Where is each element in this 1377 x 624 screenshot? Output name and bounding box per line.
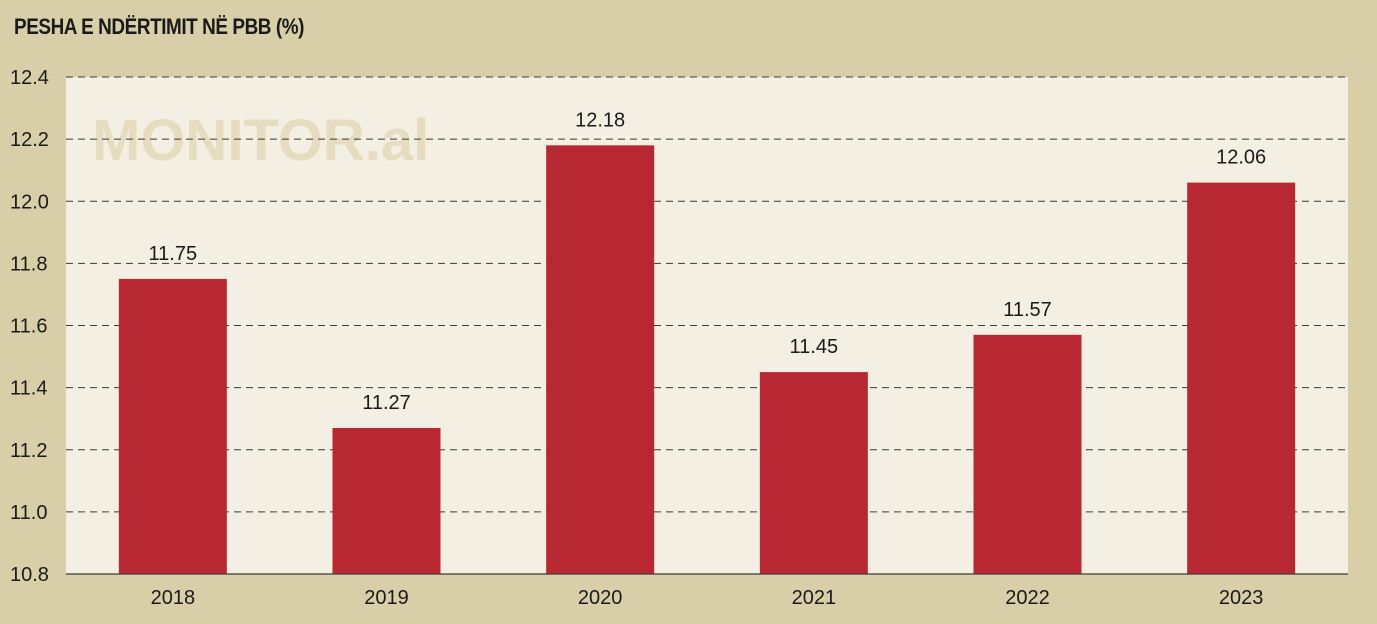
chart-title: PESHA E NDËRTIMIT NË PBB (%) — [14, 14, 305, 39]
y-tick-label: 10.8 — [10, 564, 49, 586]
bar-2019 — [332, 428, 441, 574]
y-tick-label: 11.8 — [10, 253, 47, 275]
data-labels: 11.75 11.27 12.18 11.45 11.57 12.06 — [149, 109, 1267, 414]
gridlines — [66, 76, 1348, 513]
y-axis: 10.8 11.0 11.2 11.4 11.6 11.8 12.0 12.2 12.4 — [10, 67, 49, 586]
y-tick-label: 11.4 — [10, 378, 47, 400]
y-tick-label: 11.0 — [10, 502, 47, 524]
data-label: 11.27 — [362, 392, 411, 414]
x-tick-label: 2018 — [151, 587, 196, 609]
bar-2021 — [759, 372, 868, 574]
y-tick-label: 11.2 — [10, 440, 47, 462]
x-axis: 2018 2019 2020 2021 2022 2023 — [66, 573, 1348, 609]
x-tick-label: 2021 — [792, 587, 837, 609]
data-label: 11.45 — [790, 336, 839, 358]
y-tick-label: 12.0 — [10, 191, 49, 213]
data-label: 12.06 — [1216, 147, 1266, 169]
x-tick-label: 2019 — [364, 587, 409, 609]
bars — [118, 145, 1296, 575]
bar-2018 — [118, 278, 227, 574]
data-label: 11.75 — [149, 243, 198, 265]
data-label: 12.18 — [575, 109, 625, 131]
x-tick-label: 2020 — [578, 587, 623, 609]
x-tick-label: 2023 — [1219, 587, 1264, 609]
y-tick-label: 12.4 — [10, 67, 49, 89]
bar-2022 — [973, 334, 1082, 574]
x-tick-label: 2022 — [1005, 587, 1050, 609]
data-label: 11.57 — [1003, 299, 1052, 321]
watermark-logo: MONITOR.al — [92, 108, 429, 173]
y-tick-label: 12.2 — [10, 129, 49, 151]
bar-2020 — [546, 145, 655, 574]
y-tick-label: 11.6 — [10, 316, 47, 338]
bar-2023 — [1187, 182, 1296, 575]
